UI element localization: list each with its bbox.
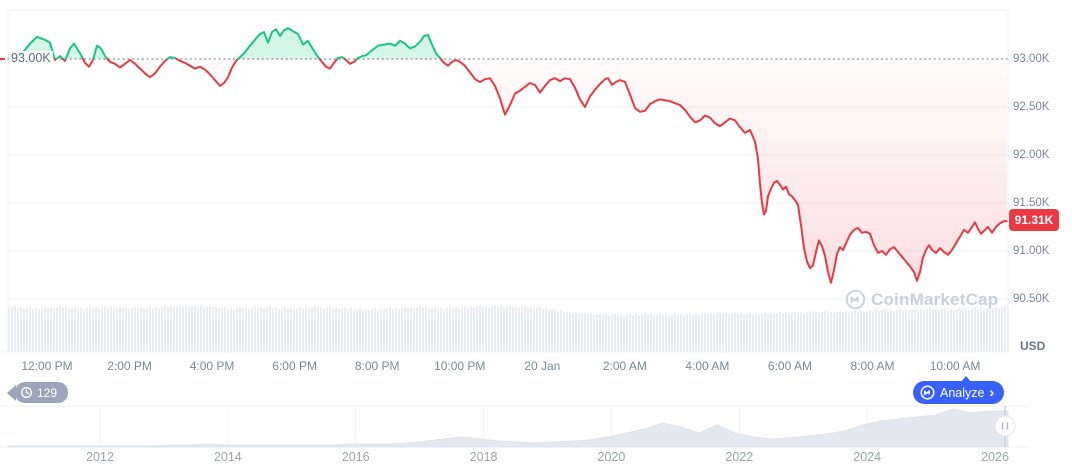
x-axis-label: 10:00 AM — [929, 359, 981, 373]
x-axis-label: 8:00 AM — [850, 359, 895, 373]
history-clock-icon — [21, 387, 32, 398]
navigator-year-label: 2020 — [597, 450, 626, 464]
navigator-year-label: 2022 — [725, 450, 754, 464]
x-axis-label: 6:00 AM — [767, 359, 812, 373]
x-axis-label: 8:00 PM — [354, 359, 400, 373]
current-price-badge: 91.31K — [1009, 209, 1059, 231]
x-axis-label: 4:00 AM — [685, 359, 730, 373]
y-axis-label: 93.00K — [1013, 53, 1050, 65]
y-axis-label: 91.50K — [1013, 197, 1050, 209]
y-axis-label: 90.50K — [1013, 293, 1050, 305]
history-events-pill[interactable]: 129 — [15, 382, 69, 403]
coinmarketcap-logo-icon — [845, 289, 866, 310]
navigator-year-label: 2016 — [341, 450, 370, 464]
y-axis-label: 91.00K — [1013, 245, 1050, 257]
baseline-left-tick — [0, 58, 5, 60]
x-axis-label: 10:00 PM — [434, 359, 486, 373]
y-axis-label: 92.00K — [1013, 149, 1050, 161]
navigator-year-label: 2026 — [981, 450, 1009, 464]
navigator-year-label: 2012 — [86, 450, 114, 464]
x-axis-label: 20 Jan — [524, 359, 561, 373]
watermark: CoinMarketCap — [845, 289, 998, 310]
navigator-year-label: 2014 — [213, 450, 242, 464]
currency-unit-label: USD — [1020, 339, 1046, 353]
coinmarketcap-logo-icon — [920, 385, 935, 400]
navigator-year-label: 2024 — [853, 450, 882, 464]
history-count: 129 — [37, 385, 58, 400]
watermark-text: CoinMarketCap — [871, 289, 999, 309]
range-selector-right-handle[interactable] — [994, 406, 1016, 447]
analyze-label: Analyze — [940, 385, 985, 400]
x-axis-label: 12:00 PM — [21, 359, 73, 373]
x-axis-label: 2:00 PM — [107, 359, 152, 373]
navigator-year-label: 2018 — [469, 450, 498, 464]
x-axis-label: 2:00 AM — [602, 359, 647, 373]
analyze-button[interactable]: Analyze › — [913, 376, 1005, 404]
navigator-area-chart[interactable] — [7, 408, 1009, 448]
baseline-price-label: 93.00K — [9, 51, 53, 66]
chevron-right-icon: › — [989, 384, 995, 400]
y-axis-label: 92.50K — [1013, 101, 1050, 113]
x-axis-label: 6:00 PM — [272, 359, 317, 373]
x-axis-label: 4:00 PM — [189, 359, 235, 373]
